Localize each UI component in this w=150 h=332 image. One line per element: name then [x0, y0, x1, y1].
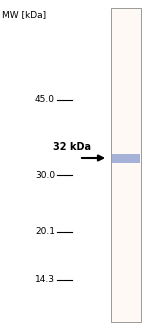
Text: MW [kDa]: MW [kDa] — [2, 10, 46, 19]
Bar — [112, 153, 140, 162]
Text: 14.3: 14.3 — [35, 276, 55, 285]
Bar — [111, 8, 141, 322]
Text: 32 kDa: 32 kDa — [53, 142, 91, 152]
Text: 30.0: 30.0 — [35, 171, 55, 180]
Text: 45.0: 45.0 — [35, 96, 55, 105]
Text: 20.1: 20.1 — [35, 227, 55, 236]
